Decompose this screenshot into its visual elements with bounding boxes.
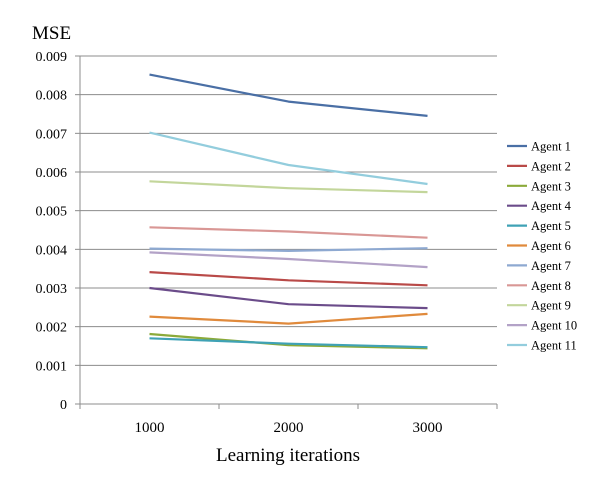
- series-line-agent-10: [149, 251, 428, 269]
- y-tick-label: 0.003: [36, 282, 68, 297]
- series-line-agent-8: [149, 226, 428, 239]
- y-tick-label: 0.008: [36, 89, 68, 104]
- y-tick-label: 0: [60, 398, 67, 413]
- y-tick-label: 0.009: [36, 50, 68, 65]
- y-tick-label: 0.001: [36, 359, 68, 374]
- series-line-agent-4: [149, 286, 428, 310]
- y-tick-label: 0.004: [36, 243, 68, 258]
- legend-label: Agent 9: [531, 299, 571, 313]
- y-tick-label: 0.002: [36, 321, 68, 336]
- series-line-agent-6: [149, 312, 428, 325]
- legend-label: Agent 10: [531, 319, 577, 333]
- x-tick-label: 2000: [274, 420, 304, 436]
- legend-label: Agent 8: [531, 279, 571, 293]
- y-tick-label: 0.006: [36, 166, 68, 181]
- series-line-agent-2: [149, 271, 428, 287]
- x-tick-label: 3000: [413, 420, 443, 436]
- y-axis-title: MSE: [32, 23, 71, 44]
- series-line-agent-9: [149, 180, 428, 194]
- series-lines: [149, 73, 428, 350]
- legend-label: Agent 1: [531, 140, 571, 154]
- x-tick-labels: 1000 2000 3000: [135, 420, 443, 436]
- axes: [75, 55, 498, 409]
- y-tick-label: 0.007: [36, 127, 68, 142]
- y-tick-labels: 0 0.001 0.002 0.003 0.004 0.005 0.006 0.007 0.00…: [36, 50, 68, 413]
- series-line-agent-5: [149, 337, 428, 349]
- legend-label: Agent 4: [531, 199, 572, 213]
- y-tick-label: 0.005: [36, 205, 68, 220]
- series-line-agent-3: [149, 332, 428, 350]
- series-line-agent-7: [149, 247, 428, 252]
- x-tick-label: 1000: [135, 420, 165, 436]
- legend: Agent 1 Agent 2 Agent 3 Agent 4 Agent 5 Agent…: [507, 140, 577, 353]
- legend-label: Agent 5: [531, 219, 571, 233]
- legend-label: Agent 6: [531, 239, 571, 253]
- legend-label: Agent 3: [531, 179, 571, 193]
- legend-label: Agent 2: [531, 159, 571, 173]
- series-line-agent-11: [149, 131, 428, 186]
- legend-label: Agent 11: [531, 339, 577, 353]
- series-line-agent-1: [149, 73, 428, 117]
- legend-label: Agent 7: [531, 259, 571, 273]
- x-axis-title: Learning iterations: [216, 445, 360, 466]
